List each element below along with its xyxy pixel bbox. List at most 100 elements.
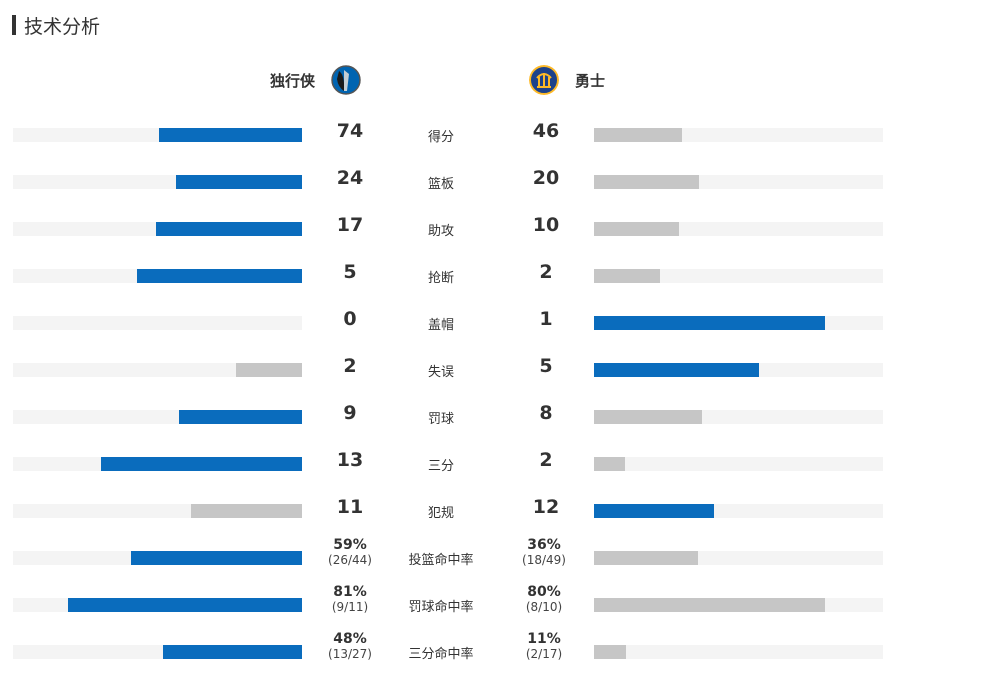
left-stat-bar (13, 504, 302, 518)
right-pct: 36% (527, 537, 561, 553)
right-stat-bar-fill (594, 269, 660, 283)
left-pct: 81% (333, 584, 367, 600)
left-stat-bar (13, 269, 302, 283)
left-stat-bar-fill (100, 457, 302, 471)
left-pct: 48% (333, 631, 367, 647)
left-stat-value: 11 (336, 496, 364, 518)
left-stat-bar-fill (67, 598, 302, 612)
stat-row: 13 三分 2 (0, 449, 983, 497)
left-stat-value: 2 (343, 355, 357, 377)
right-stat-bar-fill (594, 410, 703, 424)
right-fraction: (8/10) (525, 600, 563, 614)
left-stat-bar (13, 128, 302, 142)
stat-label: 罚球 (427, 412, 454, 427)
stat-label: 助攻 (427, 224, 454, 239)
right-stat-bar (594, 457, 883, 471)
team-right: 勇士 (529, 64, 605, 96)
left-stat-bar-fill (136, 269, 302, 283)
left-fraction: (13/27) (328, 647, 372, 661)
left-fraction: (9/11) (331, 600, 369, 614)
left-stat-bar (13, 316, 302, 330)
stat-label: 犯规 (427, 506, 454, 521)
right-stat-value: 2 (539, 449, 553, 471)
stat-label: 投篮命中率 (408, 553, 474, 568)
right-pct-value: 36% (18/49) (504, 537, 584, 567)
right-pct-value: 11% (2/17) (504, 631, 584, 661)
right-stat-bar (594, 598, 883, 612)
right-pct: 11% (527, 631, 561, 647)
left-fraction: (26/44) (328, 553, 372, 567)
right-stat-bar (594, 128, 883, 142)
right-stat-bar-fill (594, 175, 699, 189)
left-stat-value: 24 (336, 167, 364, 189)
right-stat-bar (594, 410, 883, 424)
left-stat-bar-fill (156, 222, 302, 236)
right-stat-bar-fill (594, 645, 626, 659)
left-stat-bar (13, 222, 302, 236)
left-stat-value: 17 (336, 214, 364, 236)
left-pct-value: 48% (13/27) (310, 631, 390, 661)
right-stat-value: 46 (532, 120, 560, 142)
right-stat-bar-fill (594, 598, 826, 612)
title-marker (12, 15, 16, 35)
right-stat-bar (594, 222, 883, 236)
left-stat-bar (13, 551, 302, 565)
right-stat-bar-fill (594, 457, 625, 471)
right-stat-bar-fill (594, 222, 679, 236)
left-stat-bar-fill (176, 175, 302, 189)
stat-row: 11 犯规 12 (0, 496, 983, 544)
pct-stat-row: 81% (9/11) 罚球命中率 80% (8/10) (0, 584, 983, 638)
right-fraction: (2/17) (525, 647, 563, 661)
stat-row: 24 篮板 20 (0, 167, 983, 215)
stat-row: 2 失误 5 (0, 355, 983, 403)
left-stat-bar (13, 598, 302, 612)
stat-label: 得分 (427, 130, 454, 145)
right-stat-value: 10 (532, 214, 560, 236)
right-pct-value: 80% (8/10) (504, 584, 584, 614)
right-stat-bar-fill (594, 551, 699, 565)
pct-stat-row: 48% (13/27) 三分命中率 11% (2/17) (0, 631, 983, 685)
stat-label: 三分命中率 (408, 647, 474, 662)
stat-label: 抢断 (427, 271, 454, 286)
pct-stat-row: 59% (26/44) 投篮命中率 36% (18/49) (0, 537, 983, 591)
right-stat-bar (594, 316, 883, 330)
left-pct-value: 81% (9/11) (310, 584, 390, 614)
right-stat-bar-fill (594, 128, 683, 142)
right-stat-bar (594, 363, 883, 377)
left-stat-bar (13, 457, 302, 471)
stat-row: 17 助攻 10 (0, 214, 983, 262)
left-stat-bar-fill (158, 128, 302, 142)
stat-label: 篮板 (427, 177, 454, 192)
warriors-logo-icon (529, 65, 559, 95)
section-title-text: 技术分析 (24, 15, 101, 38)
mavericks-logo-icon (331, 65, 361, 95)
right-stat-bar (594, 269, 883, 283)
left-stat-value: 0 (343, 308, 357, 330)
right-stat-bar-fill (594, 363, 760, 377)
left-stat-value: 5 (343, 261, 357, 283)
right-stat-value: 2 (539, 261, 553, 283)
right-stat-bar-fill (594, 504, 714, 518)
left-stat-bar (13, 175, 302, 189)
right-pct: 80% (527, 584, 561, 600)
left-stat-bar-fill (178, 410, 302, 424)
left-stat-bar (13, 645, 302, 659)
left-pct-value: 59% (26/44) (310, 537, 390, 567)
stat-label: 盖帽 (427, 318, 454, 333)
right-stat-value: 1 (539, 308, 553, 330)
right-stat-value: 8 (539, 402, 553, 424)
stat-row: 0 盖帽 1 (0, 308, 983, 356)
right-stat-bar-fill (594, 316, 826, 330)
right-stat-value: 5 (539, 355, 553, 377)
stat-row: 9 罚球 8 (0, 402, 983, 450)
left-stat-bar-fill (236, 363, 302, 377)
stat-label: 失误 (427, 365, 454, 380)
left-stat-bar-fill (191, 504, 302, 518)
stat-label: 三分 (427, 459, 454, 474)
right-fraction: (18/49) (522, 553, 566, 567)
right-stat-bar (594, 504, 883, 518)
left-stat-bar-fill (163, 645, 302, 659)
left-stat-value: 13 (336, 449, 364, 471)
left-stat-bar-fill (130, 551, 302, 565)
